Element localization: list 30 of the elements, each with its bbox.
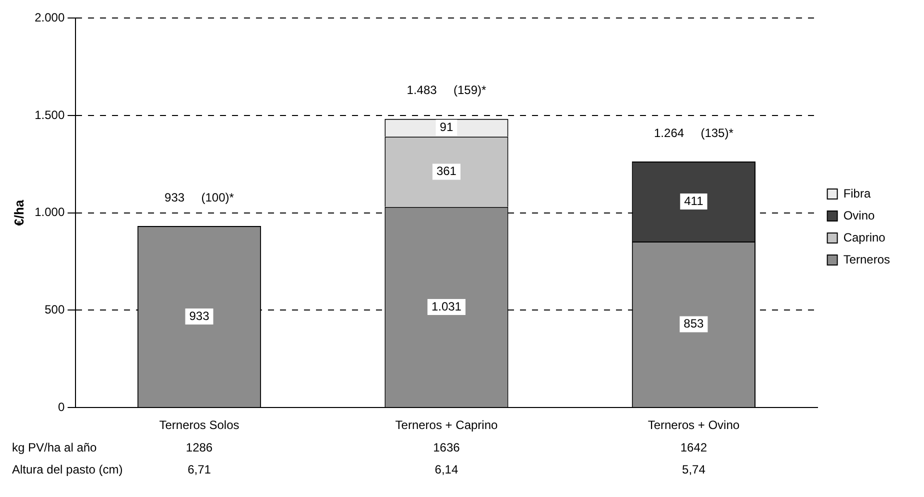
data-label: 1.031 (431, 299, 462, 314)
y-axis-title: €/ha (11, 199, 26, 226)
total-label: 933 (100)* (164, 190, 234, 204)
text: 1286 (186, 440, 213, 454)
x-tick-label: Terneros + Ovino (648, 418, 740, 432)
data-label: 91 (440, 120, 454, 134)
text: kg PV/ha al año (12, 440, 98, 454)
legend-label: Fibra (843, 186, 871, 200)
text: 6,14 (434, 462, 458, 476)
text: 6,71 (188, 462, 212, 476)
text: Altura del pasto (cm) (12, 462, 123, 476)
data-label: 411 (684, 194, 704, 208)
y-tick-label: 1.500 (34, 108, 65, 122)
x-tick-label: Terneros Solos (159, 418, 240, 432)
text: 1636 (433, 440, 460, 454)
x-tick-label: Terneros + Caprino (395, 418, 498, 432)
data-label: 933 (189, 308, 210, 323)
data-label: 361 (436, 164, 457, 178)
total-label: 1.264 (135)* (654, 126, 734, 140)
legend-label: Terneros (843, 252, 890, 266)
legend-label: Caprino (843, 230, 886, 244)
y-tick-label: 0 (58, 400, 65, 414)
y-tick-label: 1.000 (34, 205, 65, 220)
legend-label: Ovino (843, 208, 875, 222)
y-tick-label: 500 (44, 302, 65, 317)
total-label: 1.483 (159)* (406, 83, 486, 98)
data-label: 853 (684, 316, 704, 331)
text: 5,74 (682, 462, 706, 476)
text: 1642 (680, 440, 708, 454)
y-tick-label: 2.000 (34, 10, 65, 25)
